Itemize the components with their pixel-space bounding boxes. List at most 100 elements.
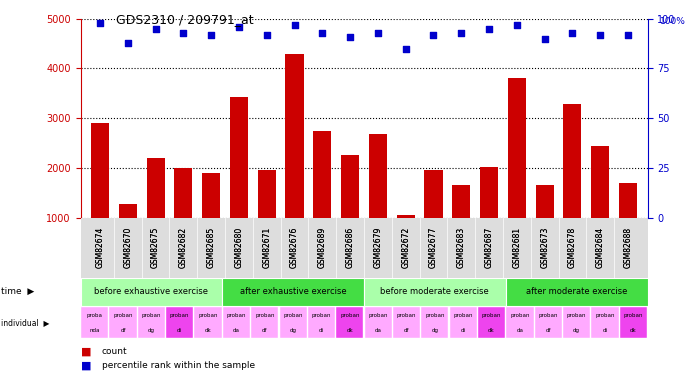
- Text: GSM82684: GSM82684: [596, 226, 605, 268]
- Bar: [91, 123, 109, 267]
- Bar: [619, 183, 637, 267]
- Text: proban: proban: [397, 313, 416, 318]
- Point: [567, 30, 578, 36]
- Bar: [80, 278, 223, 306]
- Text: GSM82672: GSM82672: [401, 227, 410, 268]
- Text: df: df: [120, 328, 126, 333]
- Text: after exhaustive exercise: after exhaustive exercise: [240, 287, 346, 296]
- Text: proban: proban: [567, 313, 587, 318]
- Text: GSM82676: GSM82676: [290, 226, 299, 268]
- Point: [150, 26, 161, 32]
- Text: da: da: [517, 328, 524, 333]
- Text: di: di: [603, 328, 608, 333]
- Point: [595, 32, 606, 38]
- Bar: [286, 54, 304, 267]
- Text: dg: dg: [431, 328, 438, 333]
- Bar: [393, 308, 420, 338]
- Text: GDS2310 / 209791_at: GDS2310 / 209791_at: [116, 13, 253, 26]
- Bar: [109, 308, 136, 338]
- Text: GSM82681: GSM82681: [512, 226, 522, 268]
- Text: GSM82682: GSM82682: [178, 227, 188, 268]
- Bar: [369, 134, 387, 267]
- Text: proban: proban: [255, 313, 274, 318]
- Bar: [223, 278, 364, 306]
- Bar: [449, 308, 477, 338]
- Text: individual  ▶: individual ▶: [1, 318, 50, 327]
- Text: before moderate exercise: before moderate exercise: [381, 287, 489, 296]
- Text: GSM82687: GSM82687: [484, 227, 494, 268]
- Bar: [119, 204, 136, 267]
- Text: di: di: [177, 328, 182, 333]
- Bar: [365, 308, 392, 338]
- Text: GSM82674: GSM82674: [95, 226, 104, 268]
- Bar: [620, 308, 647, 338]
- Text: GSM82679: GSM82679: [373, 226, 382, 268]
- Text: di: di: [319, 328, 324, 333]
- Text: proban: proban: [312, 313, 331, 318]
- Bar: [195, 308, 222, 338]
- Text: GSM82686: GSM82686: [346, 227, 355, 268]
- Text: GSM82678: GSM82678: [568, 226, 577, 268]
- Bar: [535, 308, 562, 338]
- Bar: [308, 308, 335, 338]
- Text: GSM82686: GSM82686: [346, 226, 355, 268]
- Bar: [138, 308, 165, 338]
- Text: proban: proban: [454, 313, 473, 318]
- Bar: [397, 215, 414, 267]
- Text: GSM82673: GSM82673: [540, 227, 550, 268]
- Text: GSM82673: GSM82673: [540, 226, 550, 268]
- Text: GSM82679: GSM82679: [373, 227, 382, 268]
- Point: [289, 22, 300, 28]
- Y-axis label: 100%: 100%: [660, 17, 686, 26]
- Text: da: da: [233, 328, 240, 333]
- Text: GSM82687: GSM82687: [484, 226, 494, 268]
- Text: proban: proban: [170, 313, 190, 318]
- Text: GSM82682: GSM82682: [178, 226, 188, 268]
- Bar: [314, 130, 331, 267]
- Bar: [505, 278, 648, 306]
- Text: GSM82688: GSM82688: [624, 226, 633, 268]
- Text: dg: dg: [148, 328, 155, 333]
- Point: [622, 32, 634, 38]
- Text: proban: proban: [425, 313, 444, 318]
- Text: proban: proban: [368, 313, 388, 318]
- Text: di: di: [461, 328, 466, 333]
- Bar: [166, 308, 193, 338]
- Bar: [508, 78, 526, 267]
- Text: GSM82683: GSM82683: [457, 226, 466, 268]
- Text: GSM82676: GSM82676: [290, 227, 299, 268]
- Text: proban: proban: [340, 313, 360, 318]
- Point: [94, 20, 106, 26]
- Text: proban: proban: [538, 313, 558, 318]
- Text: nda: nda: [90, 328, 100, 333]
- Text: GSM82672: GSM82672: [401, 226, 410, 268]
- Bar: [251, 308, 279, 338]
- Bar: [563, 308, 590, 338]
- Text: time  ▶: time ▶: [1, 287, 34, 296]
- Bar: [223, 308, 250, 338]
- Text: dk: dk: [204, 328, 211, 333]
- Point: [344, 34, 356, 40]
- Bar: [592, 308, 619, 338]
- Text: GSM82685: GSM82685: [206, 227, 216, 268]
- Text: GSM82670: GSM82670: [123, 226, 132, 268]
- Point: [261, 32, 272, 38]
- Text: dk: dk: [488, 328, 495, 333]
- Bar: [341, 155, 359, 267]
- Point: [539, 36, 550, 42]
- Text: proban: proban: [624, 313, 643, 318]
- Text: dk: dk: [630, 328, 637, 333]
- Point: [428, 32, 439, 38]
- Bar: [536, 185, 554, 267]
- Text: GSM82677: GSM82677: [429, 226, 438, 268]
- Text: dg: dg: [573, 328, 580, 333]
- Text: df: df: [404, 328, 410, 333]
- Text: ■: ■: [80, 347, 91, 357]
- Text: after moderate exercise: after moderate exercise: [526, 287, 627, 296]
- Point: [122, 40, 133, 46]
- Text: da: da: [374, 328, 382, 333]
- Text: GSM82680: GSM82680: [234, 227, 244, 268]
- Point: [511, 22, 522, 28]
- Text: dk: dk: [346, 328, 354, 333]
- Text: count: count: [102, 347, 127, 356]
